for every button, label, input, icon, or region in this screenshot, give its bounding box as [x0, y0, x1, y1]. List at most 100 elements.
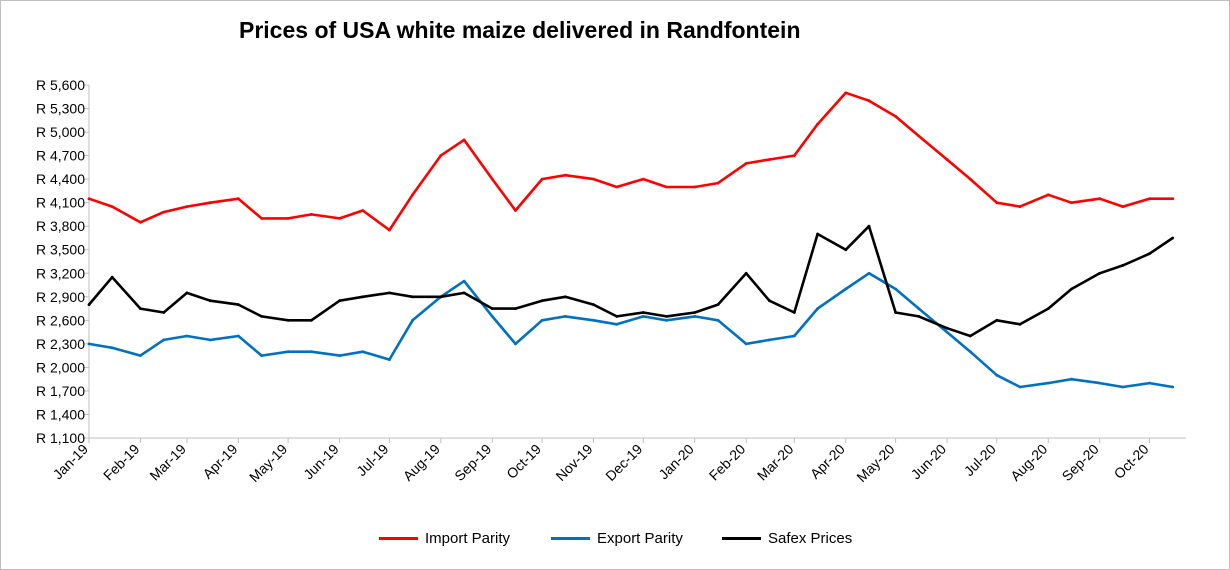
data-point-export-parity — [361, 350, 365, 354]
data-point-safex-prices — [1046, 307, 1050, 310]
legend-label-import-parity: Import Parity — [425, 529, 511, 547]
data-point-import-parity — [388, 228, 391, 232]
data-point-import-parity — [411, 193, 414, 197]
data-point-import-parity — [162, 210, 166, 214]
y-tick-label: R 3,200 — [36, 265, 85, 281]
data-point-export-parity — [237, 334, 240, 338]
data-point-import-parity — [945, 158, 949, 161]
data-point-export-parity — [286, 350, 290, 354]
data-point-export-parity — [744, 342, 748, 346]
data-point-import-parity — [260, 217, 263, 220]
data-point-import-parity — [641, 177, 645, 181]
y-tick-label: R 2,000 — [36, 359, 85, 375]
data-point-export-parity — [514, 342, 517, 346]
legend-label-export-parity: Export Parity — [597, 529, 683, 547]
x-tick-label: Nov-19 — [552, 441, 595, 484]
data-point-safex-prices — [1171, 236, 1175, 240]
x-tick-label: Jul-20 — [961, 441, 999, 479]
data-point-export-parity — [1148, 381, 1151, 385]
data-point-import-parity — [110, 205, 114, 209]
x-tick-label: Jul-19 — [353, 441, 391, 479]
data-point-import-parity — [1148, 197, 1151, 201]
legend-swatch-safex-prices — [722, 536, 761, 540]
x-tick-label: Jan-19 — [50, 441, 92, 483]
data-point-import-parity — [185, 205, 189, 209]
data-point-safex-prices — [995, 318, 999, 322]
data-point-import-parity — [716, 181, 720, 185]
data-point-safex-prices — [338, 299, 341, 303]
data-point-import-parity — [286, 217, 290, 220]
data-point-safex-prices — [514, 307, 517, 310]
y-tick-label: R 5,600 — [36, 77, 85, 93]
data-point-safex-prices — [1098, 271, 1102, 275]
data-point-safex-prices — [867, 224, 871, 228]
data-point-import-parity — [361, 209, 365, 212]
data-point-import-parity — [1046, 193, 1050, 197]
data-point-import-parity — [563, 173, 567, 177]
data-point-safex-prices — [260, 315, 263, 318]
data-point-export-parity — [665, 318, 668, 322]
data-point-export-parity — [388, 358, 391, 361]
data-point-export-parity — [110, 346, 114, 350]
data-point-export-parity — [540, 318, 544, 322]
data-point-safex-prices — [716, 303, 720, 306]
data-point-export-parity — [1121, 385, 1125, 389]
data-point-import-parity — [1171, 197, 1175, 201]
data-point-export-parity — [768, 338, 771, 342]
y-tick-label: R 1,400 — [36, 406, 85, 422]
data-point-import-parity — [1070, 201, 1073, 205]
chart-series — [87, 91, 1175, 389]
data-point-safex-prices — [490, 307, 494, 310]
data-point-safex-prices — [110, 275, 114, 279]
data-point-safex-prices — [462, 291, 466, 295]
data-point-import-parity — [310, 213, 313, 216]
data-point-safex-prices — [665, 315, 668, 318]
data-point-export-parity — [1171, 385, 1175, 389]
x-tick-label: Feb-20 — [706, 441, 749, 484]
data-point-import-parity — [867, 99, 871, 103]
x-tick-label: Mar-19 — [146, 441, 189, 484]
data-point-safex-prices — [894, 311, 897, 314]
data-point-export-parity — [87, 342, 91, 346]
data-point-export-parity — [490, 315, 494, 318]
x-tick-label: Dec-19 — [602, 441, 645, 484]
data-point-import-parity — [462, 138, 466, 142]
data-point-safex-prices — [1018, 322, 1022, 326]
y-tick-label: R 3,500 — [36, 242, 85, 258]
data-point-export-parity — [338, 354, 341, 357]
data-point-export-parity — [716, 318, 720, 322]
data-point-safex-prices — [1121, 264, 1125, 267]
data-point-export-parity — [867, 271, 871, 275]
data-point-import-parity — [816, 122, 819, 126]
data-point-safex-prices — [844, 248, 848, 252]
data-point-export-parity — [945, 330, 949, 334]
series-line-export-parity — [88, 271, 1173, 389]
data-point-import-parity — [1018, 205, 1022, 209]
data-point-safex-prices — [286, 318, 290, 322]
data-point-export-parity — [792, 334, 796, 338]
data-point-export-parity — [995, 373, 999, 377]
data-point-import-parity — [490, 177, 494, 181]
x-tick-label: Jun-19 — [300, 441, 342, 483]
data-point-safex-prices — [592, 303, 595, 306]
data-point-import-parity — [1098, 197, 1102, 201]
data-point-safex-prices — [411, 295, 414, 299]
data-point-safex-prices — [388, 291, 391, 295]
data-point-export-parity — [592, 318, 595, 322]
data-point-safex-prices — [139, 307, 142, 310]
data-point-safex-prices — [237, 303, 240, 306]
data-point-safex-prices — [968, 334, 972, 338]
data-point-safex-prices — [361, 295, 365, 299]
x-tick-label: Oct-19 — [503, 441, 544, 482]
data-point-import-parity — [208, 201, 212, 205]
data-point-export-parity — [917, 307, 921, 310]
data-point-export-parity — [693, 315, 697, 318]
data-point-import-parity — [237, 197, 240, 201]
data-point-export-parity — [462, 279, 466, 283]
data-point-safex-prices — [310, 318, 313, 322]
data-point-export-parity — [162, 338, 166, 342]
data-point-import-parity — [968, 177, 972, 181]
x-tick-label: Mar-20 — [754, 441, 797, 484]
